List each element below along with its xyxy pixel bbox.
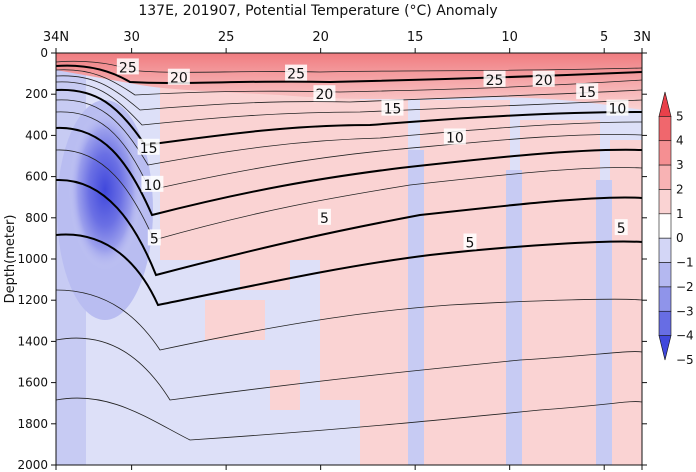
isotherm-label-bg [141, 175, 164, 192]
isotherm-label: 15 [384, 102, 402, 118]
y-tick-label: 2000 [17, 458, 48, 472]
colorbar-swatch [658, 262, 672, 288]
colorbar-end-bottom [658, 335, 672, 361]
isotherm-label-bg [483, 70, 506, 87]
plot-area [56, 53, 642, 465]
x-tick-label: 30 [123, 30, 140, 45]
colorbar-swatch [658, 286, 672, 312]
y-tick-label: 1400 [17, 334, 48, 348]
isotherm-label-bg [285, 64, 308, 81]
isotherm-label: 20 [316, 87, 334, 103]
colorbar-label: −5 [676, 353, 694, 367]
y-axis: 0 200 400 600 800 1000 1200 1400 1600 1800 2000 [17, 46, 647, 472]
x-tick-label: 34N [43, 30, 69, 45]
isotherm-label: 25 [287, 67, 305, 83]
isotherm-bold-lines [56, 64, 642, 307]
y-tick-label: 200 [25, 87, 48, 101]
colorbar-swatch [658, 116, 672, 142]
isotherm-label: 10 [143, 178, 161, 194]
y-tick-label: 800 [25, 211, 48, 225]
x-tick-label: 15 [407, 30, 424, 45]
y-tick-label: 1600 [17, 376, 48, 390]
x-tick-label: 20 [312, 30, 329, 45]
colorbar-label: 3 [676, 158, 684, 172]
isotherm-label: 10 [609, 102, 627, 118]
isotherm-label-bg [532, 70, 555, 87]
colorbar-label: −4 [676, 329, 694, 343]
isotherm-label-bg [576, 83, 599, 100]
isotherm-label: 15 [578, 85, 596, 101]
isotherm-label: 15 [140, 141, 158, 157]
y-tick-label: 1800 [17, 417, 48, 431]
isotherm-label: 10 [446, 130, 464, 146]
isotherm-label-bg [167, 68, 190, 85]
x-axis: 34N 30 25 20 15 10 5 3N [43, 30, 651, 470]
colorbar-label: −1 [676, 256, 694, 270]
x-tick-label: 5 [600, 30, 608, 45]
y-tick-label: 0 [40, 46, 48, 60]
isotherm-label-bg [313, 85, 336, 102]
x-tick-label: 10 [501, 30, 518, 45]
isotherm-label-bg [147, 229, 161, 246]
isotherm-label-bg [317, 208, 331, 225]
colorbar-label: 5 [676, 109, 684, 123]
chart-title: 137E, 201907, Potential Temperature (°C)… [138, 3, 497, 19]
y-axis-label: Depth(meter) [3, 215, 18, 304]
isotherm-label-bg [137, 138, 160, 155]
isotherm-label: 25 [119, 60, 137, 76]
cold-core-inner [69, 110, 141, 270]
isotherm-label-bg [463, 233, 477, 250]
x-tick-label: 25 [218, 30, 235, 45]
colorbar-label: 1 [676, 207, 684, 221]
y-tick-label: 600 [25, 170, 48, 184]
isotherm-label: 20 [535, 73, 553, 89]
isotherm-label: 5 [617, 221, 626, 237]
colorbar-swatch [658, 189, 672, 215]
y-tick-label: 400 [25, 128, 48, 142]
colorbar-label: 4 [676, 134, 684, 148]
colorbar-end-top [658, 91, 672, 117]
y-tick-label: 1200 [17, 293, 48, 307]
colorbar-label: 2 [676, 182, 684, 196]
colorbar-swatch [658, 237, 672, 263]
isotherm-label: 20 [170, 71, 188, 87]
colorbar-label: −2 [676, 280, 694, 294]
colorbar: 5 4 3 2 1 0 −1 −2 −3 −4 −5 [658, 91, 694, 367]
isotherm-label: 25 [486, 73, 504, 89]
y-tick-label: 1000 [17, 252, 48, 266]
isotherm-label-bg [606, 99, 629, 116]
colorbar-swatch [658, 140, 672, 166]
colorbar-swatch [658, 164, 672, 190]
isotherm-label-bg [443, 128, 466, 145]
isotherm-label-bg [381, 99, 404, 116]
isotherm-label-bg [116, 58, 139, 75]
isotherm-label-bg [614, 219, 628, 236]
colorbar-label: −3 [676, 304, 694, 318]
colorbar-swatch [658, 310, 672, 336]
isotherm-label: 5 [466, 236, 475, 252]
isotherm-label: 5 [150, 231, 159, 247]
colorbar-swatch [658, 213, 672, 239]
x-tick-label: 3N [633, 30, 651, 45]
isotherm-labels: 25 20 25 20 25 20 15 15 10 10 15 10 5 5 5 5 [116, 58, 629, 252]
isotherm-label: 5 [320, 211, 329, 227]
colorbar-label: 0 [676, 231, 684, 245]
